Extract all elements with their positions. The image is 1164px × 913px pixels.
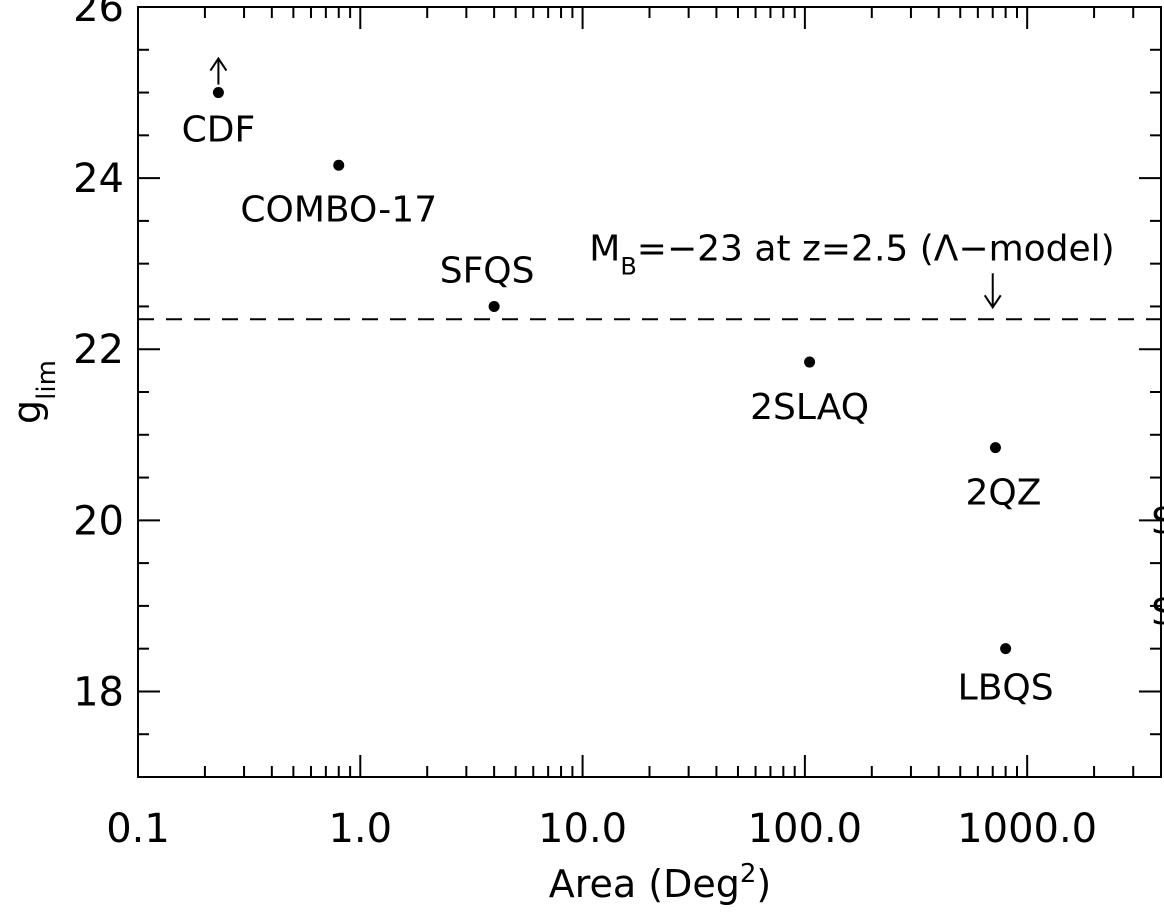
y-axis-title: glim bbox=[5, 360, 62, 424]
x-tick-label: 1.0 bbox=[328, 806, 392, 852]
data-point-label: SDSS(z>3) bbox=[1151, 501, 1164, 542]
data-point-label: COMBO-17 bbox=[240, 189, 437, 230]
x-tick-label: 100.0 bbox=[748, 806, 863, 852]
data-point bbox=[333, 159, 345, 171]
plot-frame bbox=[137, 6, 1162, 778]
data-point-label: LBQS bbox=[958, 668, 1054, 709]
data-point bbox=[1000, 643, 1012, 655]
lower-limit-arrowhead bbox=[209, 56, 228, 72]
reference-arrow-head bbox=[983, 294, 1002, 310]
data-point bbox=[804, 356, 816, 368]
data-point bbox=[212, 87, 224, 99]
data-point bbox=[488, 300, 500, 312]
x-tick-label: 0.1 bbox=[106, 806, 170, 852]
y-tick-label: 24 bbox=[73, 156, 124, 202]
y-tick-label: 26 bbox=[73, 0, 124, 31]
reference-line-label: MB=−23 at z=2.5 (Λ−model) bbox=[589, 228, 1114, 280]
axis-ticks bbox=[137, 6, 1162, 778]
x-axis-title: Area (Deg2) bbox=[549, 859, 772, 906]
y-tick-label: 18 bbox=[73, 669, 124, 715]
y-tick-label: 22 bbox=[73, 327, 124, 373]
reference-line-arrow bbox=[983, 273, 1002, 310]
data-point-label: 2SLAQ bbox=[750, 387, 869, 428]
data-point-label: CDF bbox=[182, 110, 256, 151]
data-point-label: 2QZ bbox=[966, 473, 1042, 514]
x-tick-label: 1000.0 bbox=[957, 806, 1097, 852]
data-point-label: SDSS(z<3) bbox=[1151, 592, 1164, 633]
x-tick-label: 10.0 bbox=[538, 806, 627, 852]
data-point-label: SFQS bbox=[440, 250, 535, 291]
y-tick-label: 20 bbox=[73, 498, 124, 544]
data-point bbox=[989, 442, 1001, 454]
